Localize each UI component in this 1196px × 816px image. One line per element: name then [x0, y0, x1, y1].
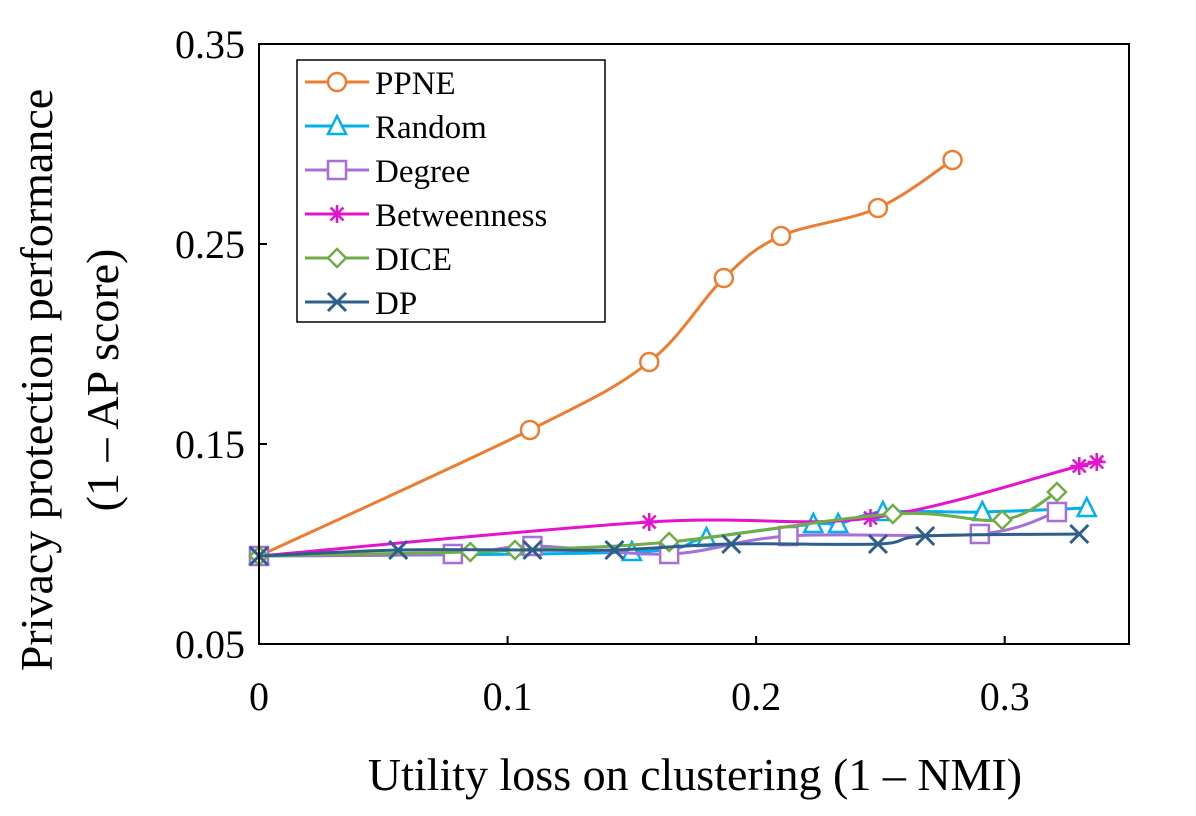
x-tick-label: 0.3 [980, 674, 1030, 719]
y-axis-title-line1: Privacy protection performance [11, 89, 62, 671]
data-point-degree [442, 543, 464, 565]
data-point-dp [388, 539, 409, 561]
x-tick-label: 0 [249, 674, 269, 719]
series-ppne [248, 149, 963, 567]
data-point-ppne [639, 351, 660, 373]
data-point-dp [1069, 523, 1090, 545]
data-point-ppne [713, 267, 735, 289]
legend-marker-betweenness [328, 205, 346, 223]
data-point-random [827, 511, 850, 534]
plot-series [247, 149, 1106, 567]
data-point-degree [1046, 501, 1068, 523]
legend-label: Random [375, 110, 487, 146]
legend-item-betweenness: Betweenness [305, 198, 547, 234]
data-point-betweenness [1070, 457, 1089, 475]
legend-marker-random [325, 113, 349, 136]
data-point-dp [915, 525, 936, 547]
legend: PPNE Random Degree Betweenness DICE DP [296, 59, 606, 323]
data-point-dp [721, 533, 742, 555]
data-point-dp [604, 539, 625, 561]
y-tick-label: 0.05 [175, 622, 245, 667]
y-tick-label: 0.15 [175, 422, 245, 467]
axis-ticks: 0 0.1 0.2 0.3 0.05 0.15 0.25 0.35 [175, 22, 1030, 719]
data-point-dice [991, 509, 1013, 531]
legend-marker-ppne [326, 71, 348, 93]
legend-label: DICE [375, 242, 452, 278]
data-point-ppne [867, 197, 889, 219]
data-point-degree [778, 525, 799, 547]
data-point-degree [522, 535, 543, 557]
x-tick-label: 0.1 [483, 674, 533, 719]
data-point-dice [882, 503, 904, 525]
legend-marker-dice [326, 247, 348, 269]
legend-label: Degree [375, 154, 470, 190]
plot-frame [258, 43, 1130, 645]
legend-marker-degree [326, 159, 348, 181]
data-point-ppne [942, 149, 963, 171]
data-point-dp [867, 533, 889, 555]
data-point-dp [522, 539, 543, 561]
legend-item-dp: DP [305, 286, 417, 322]
data-point-random [620, 539, 643, 562]
data-point-betweenness [640, 513, 659, 531]
y-tick-label: 0.35 [175, 22, 245, 67]
data-point-dice [1046, 481, 1068, 503]
legend-box [296, 59, 606, 323]
data-point-betweenness [861, 509, 880, 527]
legend-label: DP [375, 286, 417, 322]
legend-item-ppne: PPNE [305, 66, 456, 102]
x-tick-label: 0.2 [731, 674, 781, 719]
data-point-ppne [770, 225, 792, 247]
data-point-ppne [519, 419, 541, 441]
legend-item-degree: Degree [305, 154, 470, 190]
data-point-betweenness [1087, 453, 1106, 471]
data-point-random [1075, 495, 1098, 518]
legend-label: Betweenness [375, 198, 547, 234]
legend-label: PPNE [375, 66, 456, 102]
x-axis-title: Utility loss on clustering (1 – NMI) [368, 749, 1022, 800]
legend-item-dice: DICE [305, 242, 452, 278]
series-dp [248, 523, 1090, 567]
y-axis-title-line2: (1 – AP score) [77, 249, 128, 512]
legend-item-random: Random [305, 110, 487, 146]
data-point-dice [459, 541, 482, 563]
legend-marker-dp [326, 291, 348, 313]
y-tick-label: 0.25 [175, 222, 245, 267]
